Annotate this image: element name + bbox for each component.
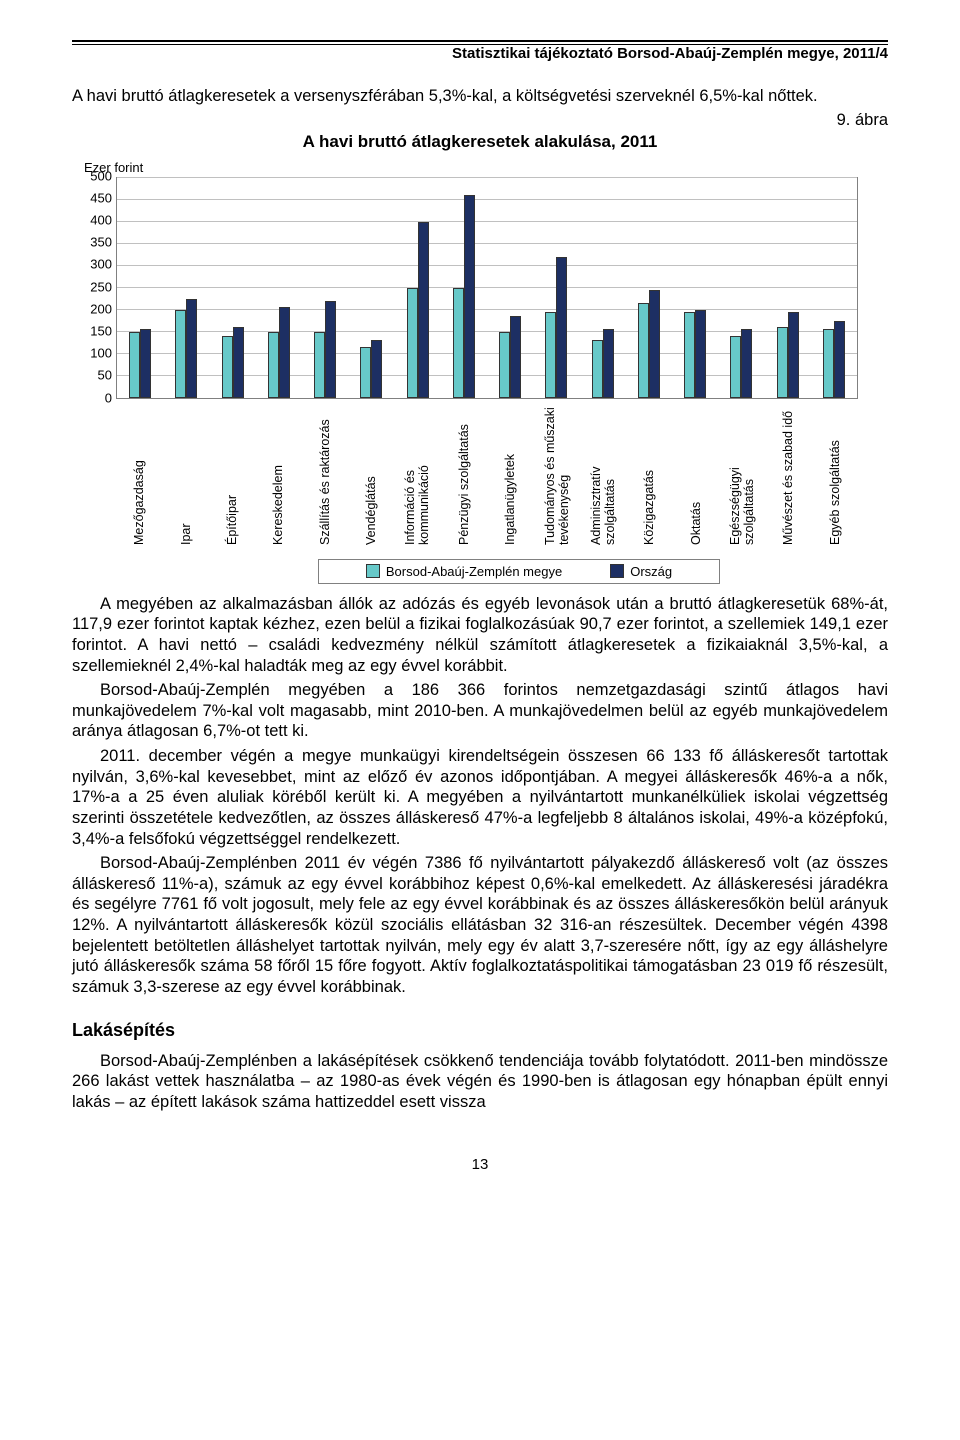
x-category-label: Kereskedelem (271, 399, 285, 549)
bar-megye (407, 288, 418, 398)
legend-label: Ország (630, 564, 672, 579)
bar-orszag (325, 301, 336, 398)
chart-legend: Borsod-Abaúj-Zemplén megye Ország (318, 559, 720, 584)
bar-group (256, 178, 302, 398)
legend-swatch (366, 564, 380, 578)
bar-megye (545, 312, 556, 398)
bar-group (811, 178, 857, 398)
bar-orszag (371, 340, 382, 397)
x-category-label: Egyéb szolgáltatás (828, 399, 842, 549)
x-category-label: Adminisztratív szolgáltatás (589, 399, 617, 549)
plot-area (116, 177, 858, 399)
chart: Ezer forint 5004504003503002502001501005… (78, 160, 858, 584)
x-category-label: Közigazgatás (642, 399, 656, 549)
bar-megye (453, 288, 464, 398)
x-category-label: Egészségügyi szolgáltatás (728, 399, 756, 549)
intro-paragraph: A havi bruttó átlagkeresetek a versenysz… (72, 86, 888, 107)
bar-orszag (186, 299, 197, 398)
y-axis-ticks: 500450400350300250200150100500 (78, 177, 116, 399)
x-category-label: Információ és kommunikáció (403, 399, 431, 549)
legend-item: Borsod-Abaúj-Zemplén megye (366, 564, 562, 579)
body-paragraph: Borsod-Abaúj-Zemplén megyében a 186 366 … (72, 680, 888, 742)
bar-megye (360, 347, 371, 398)
bar-group (533, 178, 579, 398)
x-axis-labels: Mezőgazdaság Ipar Építőipar Kereskedelem Szá… (116, 399, 858, 549)
bar-megye (222, 336, 233, 398)
bar-group (441, 178, 487, 398)
bar-group (117, 178, 163, 398)
legend-label: Borsod-Abaúj-Zemplén megye (386, 564, 562, 579)
bar-group (163, 178, 209, 398)
x-category-label: Tudományos és műszaki tevékenység (543, 399, 571, 549)
x-category-label: Ingatlanügyletek (503, 399, 517, 549)
bar-orszag (834, 321, 845, 398)
x-category-label: Vendéglátás (364, 399, 378, 549)
bar-megye (684, 312, 695, 398)
bar-group (765, 178, 811, 398)
x-category-label: Pénzügyi szolgáltatás (457, 399, 471, 549)
bar-megye (823, 329, 834, 397)
bar-orszag (556, 257, 567, 398)
bar-orszag (741, 329, 752, 397)
bar-group (718, 178, 764, 398)
bar-megye (175, 310, 186, 398)
x-category-label: Mezőgazdaság (132, 399, 146, 549)
y-axis-label: Ezer forint (84, 160, 858, 175)
x-category-label: Művészet és szabad idő (781, 399, 795, 549)
bar-group (672, 178, 718, 398)
bar-orszag (649, 290, 660, 398)
bar-group (580, 178, 626, 398)
bar-megye (730, 336, 741, 398)
bar-orszag (233, 327, 244, 397)
bar-orszag (510, 316, 521, 397)
x-category-label: Szállítás és raktározás (318, 399, 332, 549)
bar-group (395, 178, 441, 398)
page-number: 13 (72, 1156, 888, 1173)
bar-megye (129, 332, 140, 398)
bar-orszag (464, 195, 475, 397)
body-paragraph: 2011. december végén a megye munkaügyi k… (72, 746, 888, 849)
x-category-label: Oktatás (689, 399, 703, 549)
bar-megye (592, 340, 603, 397)
bar-group (626, 178, 672, 398)
bar-group (302, 178, 348, 398)
bar-megye (777, 327, 788, 397)
bar-orszag (603, 329, 614, 397)
x-category-label: Ipar (179, 399, 193, 549)
bar-group (210, 178, 256, 398)
figure-label: 9. ábra (72, 111, 888, 130)
x-category-label: Építőipar (225, 399, 239, 549)
body-paragraph: Borsod-Abaúj-Zemplénben 2011 év végén 73… (72, 853, 888, 997)
bar-orszag (418, 222, 429, 398)
bar-megye (314, 332, 325, 398)
bar-group (487, 178, 533, 398)
chart-title: A havi bruttó átlagkeresetek alakulása, … (72, 132, 888, 152)
body-paragraph: A megyében az alkalmazásban állók az adó… (72, 594, 888, 677)
bar-megye (499, 332, 510, 398)
legend-item: Ország (610, 564, 672, 579)
bar-orszag (279, 307, 290, 397)
bar-group (348, 178, 394, 398)
bar-orszag (140, 329, 151, 397)
legend-swatch (610, 564, 624, 578)
section-heading: Lakásépítés (72, 1020, 888, 1041)
bar-orszag (695, 310, 706, 398)
bar-orszag (788, 312, 799, 398)
document-header: Statisztikai tájékoztató Borsod-Abaúj-Ze… (72, 44, 888, 62)
bar-megye (268, 332, 279, 398)
bar-megye (638, 303, 649, 398)
section-paragraph: Borsod-Abaúj-Zemplénben a lakásépítések … (72, 1051, 888, 1113)
